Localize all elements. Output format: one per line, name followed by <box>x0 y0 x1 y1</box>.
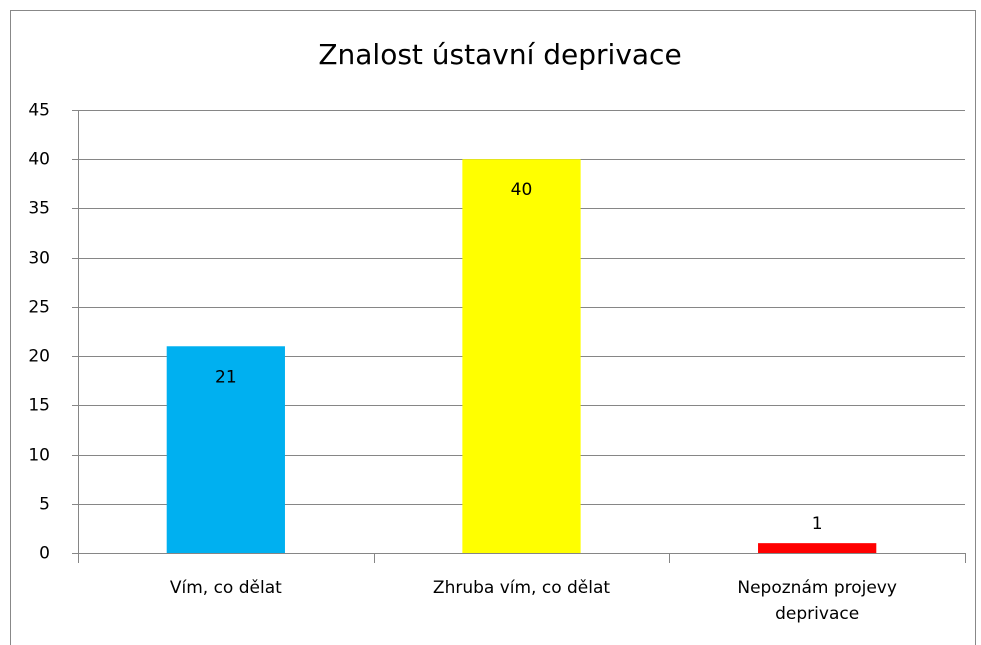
chart-title: Znalost ústavní deprivace <box>318 38 681 71</box>
y-tick-label: 25 <box>28 298 50 318</box>
bar <box>166 346 285 553</box>
y-tick-label: 5 <box>39 495 50 515</box>
data-label: 21 <box>215 367 237 387</box>
x-tick-label: Zhruba vím, co dělat <box>433 578 610 598</box>
chart-frame <box>10 10 976 645</box>
data-label: 40 <box>511 180 533 200</box>
bar <box>758 543 877 553</box>
y-tick-label: 20 <box>28 347 50 367</box>
bar <box>462 159 581 553</box>
y-tick-label: 45 <box>28 101 50 121</box>
x-tick-label: Nepoznám projevy deprivace <box>737 578 897 624</box>
y-tick-label: 30 <box>28 249 50 269</box>
y-tick-label: 40 <box>28 150 50 170</box>
x-tick-label: Vím, co dělat <box>170 578 282 598</box>
y-tick-label: 10 <box>28 446 50 466</box>
y-tick-label: 15 <box>28 396 50 416</box>
y-tick-label: 35 <box>28 199 50 219</box>
data-label: 1 <box>812 514 823 534</box>
y-tick-label: 0 <box>39 544 50 564</box>
